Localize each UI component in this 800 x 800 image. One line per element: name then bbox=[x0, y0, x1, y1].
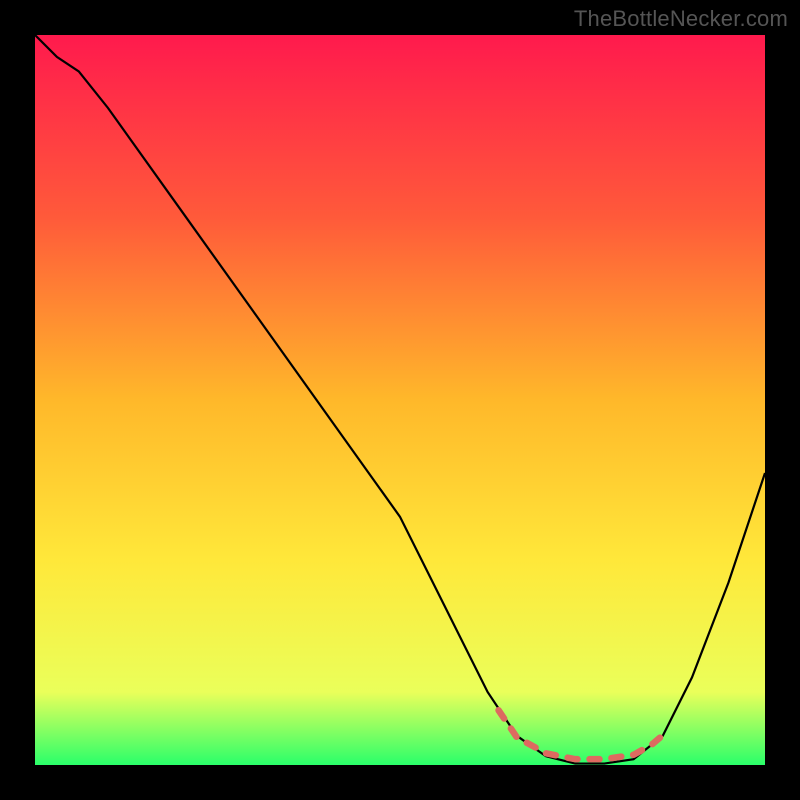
curve-svg bbox=[35, 35, 765, 765]
watermark-text: TheBottleNecker.com bbox=[574, 6, 788, 32]
gradient-plot-area bbox=[35, 35, 765, 765]
bottleneck-curve bbox=[35, 35, 765, 764]
valley-marker-dashes bbox=[499, 710, 667, 759]
